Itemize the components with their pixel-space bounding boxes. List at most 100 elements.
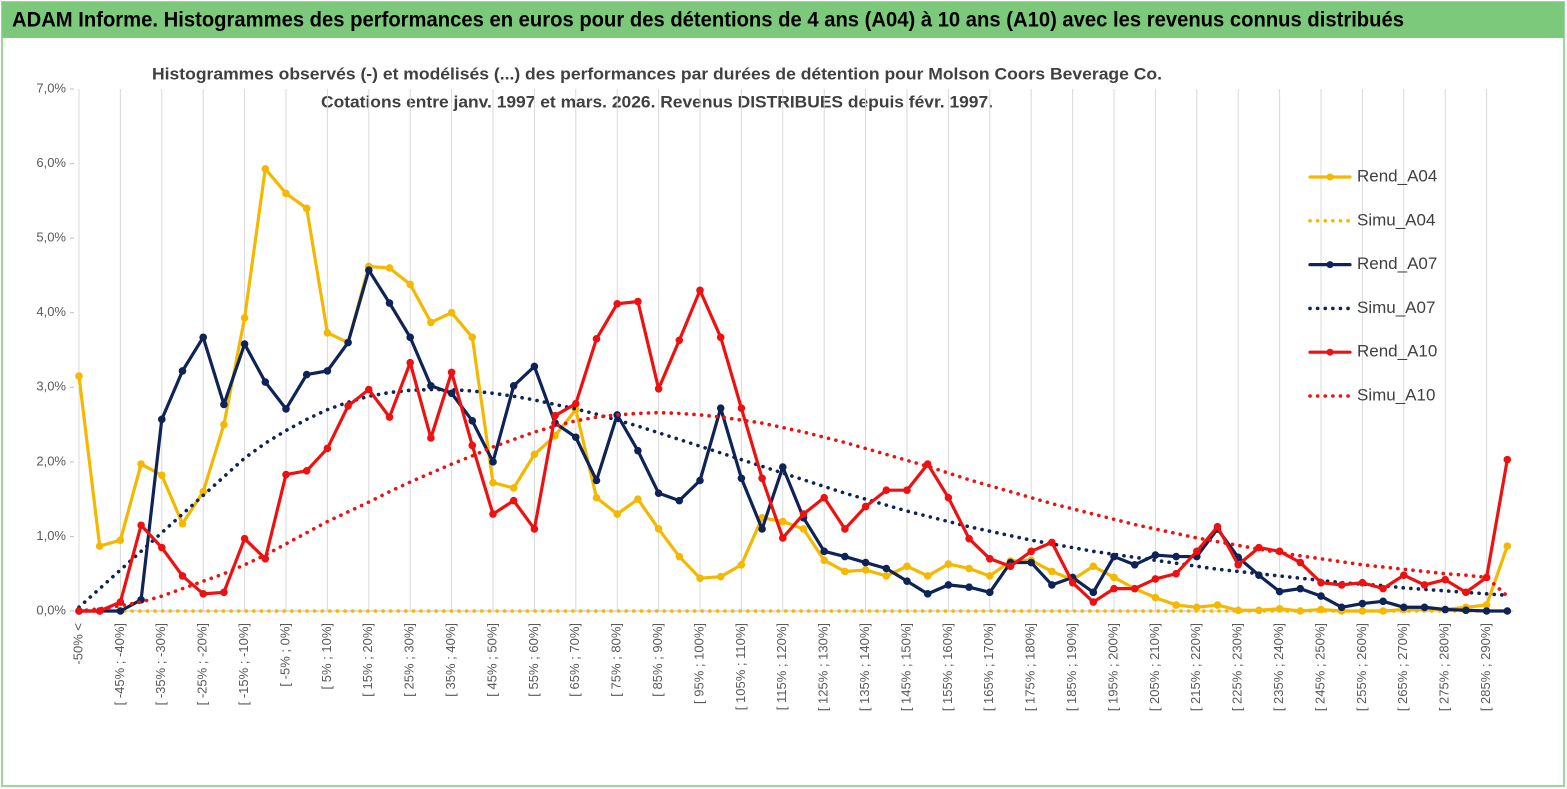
data-point xyxy=(385,413,394,421)
data-point xyxy=(592,476,601,485)
data-point xyxy=(758,525,766,533)
data-point xyxy=(261,555,270,563)
data-point xyxy=(302,467,311,475)
data-point xyxy=(1503,542,1512,550)
data-point xyxy=(1462,606,1470,615)
data-point xyxy=(199,333,207,342)
data-point xyxy=(882,486,891,494)
data-point xyxy=(758,474,766,483)
data-point xyxy=(1172,552,1180,561)
x-tick-label: [ 175% ; 180%] xyxy=(1023,623,1038,711)
data-point xyxy=(779,534,787,542)
series-line xyxy=(77,410,1510,613)
legend-marker xyxy=(1326,348,1334,356)
data-point xyxy=(613,299,622,308)
data-point xyxy=(468,417,477,425)
data-point xyxy=(944,560,953,568)
data-point xyxy=(861,566,870,574)
x-tick-label: [ 265% ; 270%] xyxy=(1395,623,1410,711)
data-point xyxy=(675,336,684,345)
data-point xyxy=(737,404,746,412)
data-point xyxy=(696,476,704,485)
data-point xyxy=(178,572,187,580)
data-point xyxy=(820,547,829,556)
chart-subtitle: Histogrammes observés (-) et modélisés (… xyxy=(152,64,1162,83)
data-point xyxy=(1172,601,1180,609)
x-tick-label: [ 55% ; 60%] xyxy=(526,623,541,697)
data-point xyxy=(1006,562,1015,571)
data-point xyxy=(220,420,228,429)
data-point xyxy=(551,411,559,420)
data-point xyxy=(178,519,187,528)
data-point xyxy=(592,335,601,343)
data-point xyxy=(344,402,352,410)
data-point xyxy=(240,534,249,543)
data-point xyxy=(158,471,166,480)
data-point xyxy=(344,338,352,347)
data-point xyxy=(572,433,580,442)
data-point xyxy=(1193,547,1201,556)
data-point xyxy=(716,333,725,342)
data-point xyxy=(1151,575,1160,583)
legend-label: Simu_A07 xyxy=(1357,298,1435,317)
data-point xyxy=(530,525,539,533)
data-point xyxy=(1503,607,1512,615)
data-point xyxy=(447,389,456,398)
data-point xyxy=(696,574,704,582)
x-tick-label: [ 215% ; 220%] xyxy=(1188,623,1203,711)
data-point xyxy=(302,204,311,213)
data-point xyxy=(654,525,663,533)
data-point xyxy=(882,572,891,580)
data-point xyxy=(986,588,994,597)
x-tick-label: [ 15% ; 20%] xyxy=(360,623,375,697)
x-tick-label: [ 275% ; 280%] xyxy=(1437,623,1452,711)
x-tick-label: [ 5% ; 10%] xyxy=(319,623,334,689)
legend-label: Rend_A10 xyxy=(1357,342,1437,361)
data-point xyxy=(737,474,746,483)
data-point xyxy=(468,333,477,342)
data-point xyxy=(220,400,228,409)
data-point xyxy=(1213,522,1222,531)
x-tick-label: [ 65% ; 70%] xyxy=(567,623,582,697)
x-tick-label: -50% < xyxy=(70,623,85,665)
data-point xyxy=(323,329,332,337)
data-point xyxy=(923,590,932,598)
data-point xyxy=(530,450,539,459)
x-tick-label: [ -5% ; 0%] xyxy=(277,623,292,687)
x-tick-label: [ 225% ; 230%] xyxy=(1230,623,1245,711)
x-tick-label: [ 95% ; 100%] xyxy=(691,623,706,704)
y-tick-label: 5,0% xyxy=(36,230,66,245)
data-point xyxy=(1317,578,1325,587)
data-point xyxy=(509,381,518,390)
data-point xyxy=(903,486,911,494)
data-point xyxy=(1089,588,1098,597)
data-point xyxy=(779,517,787,526)
data-point xyxy=(282,405,290,413)
data-point xyxy=(820,493,829,502)
data-point xyxy=(468,441,477,450)
data-point xyxy=(1089,598,1098,606)
data-point xyxy=(261,378,270,386)
data-point xyxy=(634,446,642,455)
data-point xyxy=(1234,560,1242,569)
x-tick-label: [ 105% ; 110%] xyxy=(733,623,748,710)
x-tick-label: [ 185% ; 190%] xyxy=(1064,623,1079,711)
x-tick-label: [ 75% ; 80%] xyxy=(609,623,624,697)
data-point xyxy=(116,598,125,606)
data-point xyxy=(654,489,663,497)
x-tick-label: [ -35% ; -30%] xyxy=(153,623,168,705)
data-point xyxy=(1441,575,1449,584)
data-point xyxy=(779,463,787,471)
data-point xyxy=(1089,562,1098,571)
x-tick-label: [ 35% ; 40%] xyxy=(443,623,458,697)
data-point xyxy=(965,583,973,591)
data-point xyxy=(841,567,849,576)
legend-marker xyxy=(1326,173,1334,181)
data-point xyxy=(592,493,601,502)
legend-label: Simu_A10 xyxy=(1357,385,1435,404)
y-tick-label: 3,0% xyxy=(36,379,66,394)
data-point xyxy=(841,525,849,533)
data-point xyxy=(1130,560,1139,569)
data-point xyxy=(385,264,394,272)
data-point xyxy=(1358,578,1367,587)
